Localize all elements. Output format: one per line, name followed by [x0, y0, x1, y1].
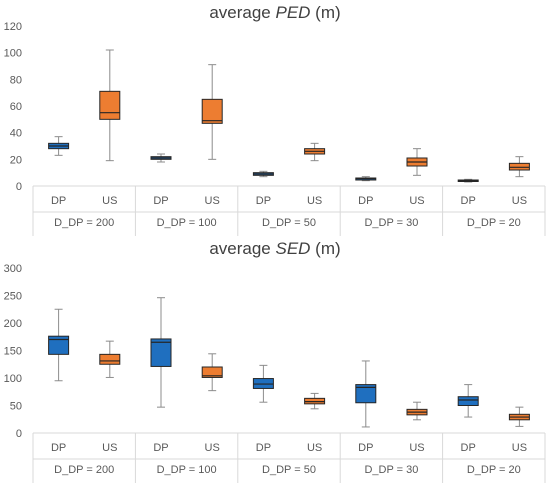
y-tick-label: 0 [16, 181, 22, 193]
x-category-label: US [205, 195, 220, 207]
y-tick-label: 200 [4, 318, 22, 330]
y-tick-label: 20 [10, 154, 22, 166]
x-category-label: DP [461, 195, 476, 207]
x-category-label: US [102, 195, 117, 207]
box-us [99, 49, 121, 162]
box-dp [457, 178, 479, 183]
box-body [48, 335, 70, 355]
chart-title-italic: PED [275, 3, 310, 22]
box-dp [150, 153, 172, 163]
box-dp [457, 384, 479, 418]
y-tick-label: 300 [4, 263, 22, 275]
box-body [99, 90, 121, 120]
y-tick-label: 80 [10, 74, 22, 86]
y-tick-label: 60 [10, 101, 22, 113]
chart-title-prefix: average [209, 239, 275, 258]
x-category-label: US [512, 442, 527, 454]
box-body [99, 353, 121, 365]
box-us [99, 340, 121, 378]
box-body [201, 366, 223, 378]
box-dp [48, 308, 70, 382]
x-category-label: US [307, 195, 322, 207]
x-group-label: D_DP = 20 [467, 217, 521, 229]
box-us [201, 353, 223, 392]
box-us [406, 401, 428, 421]
x-category-label: US [205, 442, 220, 454]
box-dp [150, 297, 172, 408]
x-group-label: D_DP = 20 [467, 464, 521, 476]
box-dp [48, 136, 70, 156]
x-category-label: DP [153, 195, 168, 207]
x-category-label: US [409, 195, 424, 207]
box-dp [252, 364, 274, 403]
box-dp [355, 360, 377, 428]
box-us [201, 64, 223, 160]
x-group-label: D_DP = 100 [157, 217, 217, 229]
box-us [406, 148, 428, 176]
chart-title: average SED (m) [209, 239, 340, 258]
y-tick-label: 100 [4, 48, 22, 60]
x-category-label: DP [256, 442, 271, 454]
x-category-label: US [512, 195, 527, 207]
y-tick-label: 120 [4, 21, 22, 33]
box-us [304, 142, 326, 162]
chart-title-suffix: (m) [310, 239, 340, 258]
y-tick-label: 100 [4, 373, 22, 385]
x-group-label: D_DP = 100 [157, 464, 217, 476]
x-category-label: DP [358, 195, 373, 207]
x-category-label: DP [51, 195, 66, 207]
x-category-label: DP [51, 442, 66, 454]
box-dp [355, 176, 377, 182]
box-body [150, 338, 172, 367]
x-category-label: DP [256, 195, 271, 207]
x-category-label: DP [153, 442, 168, 454]
chart-title-italic: SED [275, 239, 310, 258]
sed-panel: average SED (m) 0 50 100 150 200 250 300 DP US D_D… [4, 239, 546, 483]
box-body [201, 98, 223, 124]
chart-title: average PED (m) [209, 3, 340, 22]
x-group-label: D_DP = 30 [364, 464, 418, 476]
x-group-label: D_DP = 200 [54, 217, 114, 229]
x-category-label: US [409, 442, 424, 454]
x-category-label: US [307, 442, 322, 454]
box-us [508, 406, 530, 427]
x-group-label: D_DP = 50 [262, 464, 316, 476]
x-category-label: US [102, 442, 117, 454]
y-tick-label: 250 [4, 291, 22, 303]
box-body [508, 162, 530, 171]
x-group-label: D_DP = 30 [364, 217, 418, 229]
chart-title-suffix: (m) [310, 3, 340, 22]
box-body [355, 384, 377, 404]
x-category-label: DP [358, 442, 373, 454]
y-tick-label: 0 [16, 428, 22, 440]
ped-panel: average PED (m) 0 20 40 60 80 100 120 DP US D_DP =… [4, 3, 546, 236]
box-us [304, 392, 326, 410]
box-body [457, 396, 479, 407]
x-group-label: D_DP = 200 [54, 464, 114, 476]
x-group-label: D_DP = 50 [262, 217, 316, 229]
y-tick-label: 40 [10, 128, 22, 140]
y-tick-label: 50 [10, 401, 22, 413]
y-tick-label: 150 [4, 346, 22, 358]
x-category-label: DP [461, 442, 476, 454]
chart-title-prefix: average [209, 3, 275, 22]
box-dp [252, 170, 274, 178]
box-us [508, 156, 530, 178]
